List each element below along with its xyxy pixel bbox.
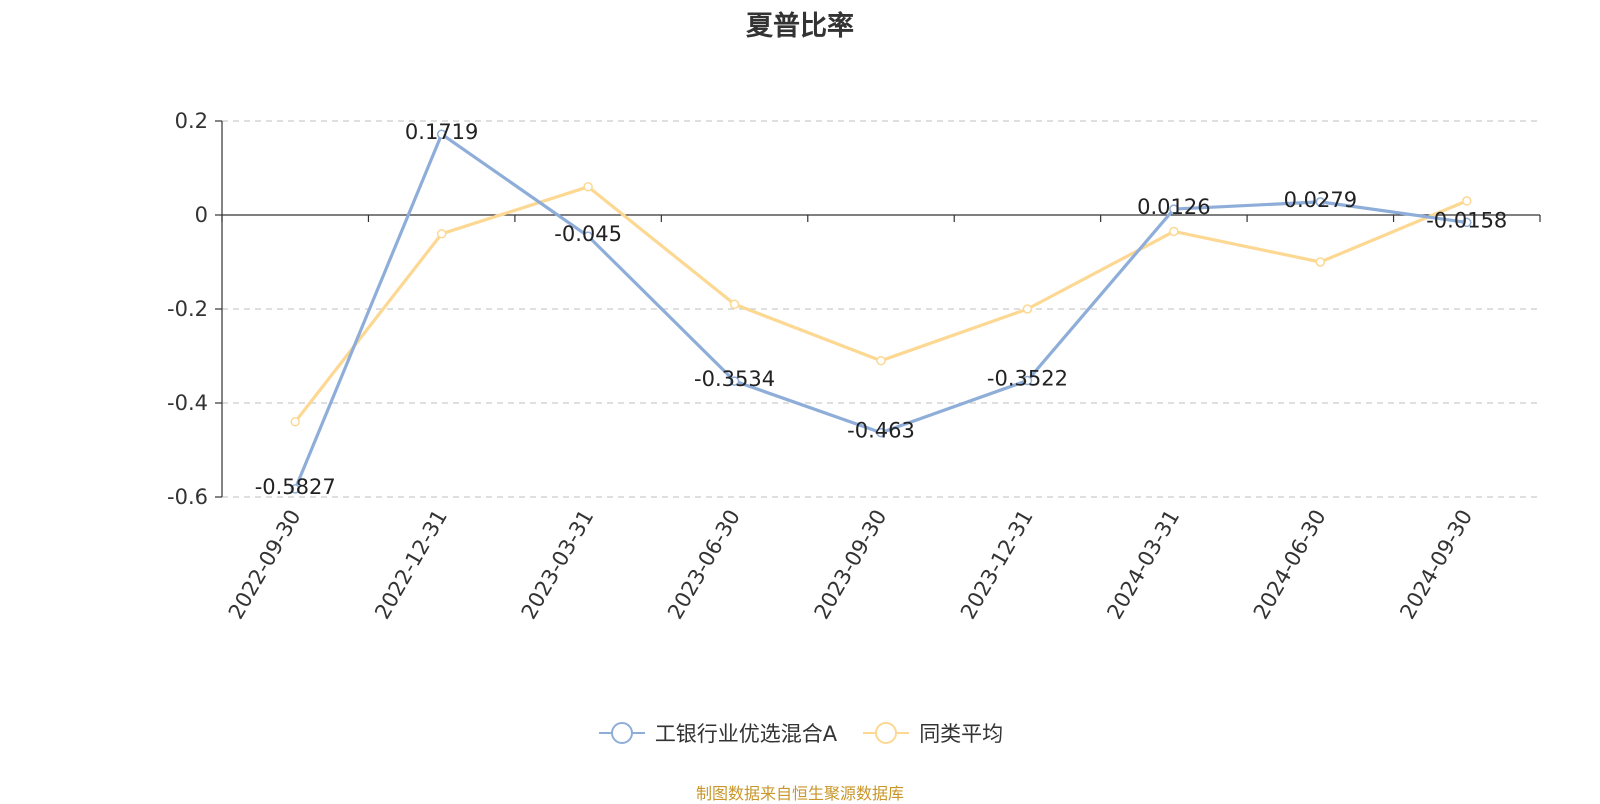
- data-label: -0.3534: [694, 367, 775, 391]
- legend-series-2-icon: [863, 722, 910, 744]
- series-1-point[interactable]: [729, 376, 740, 386]
- data-label: 0.0126: [1137, 195, 1210, 219]
- data-label-layer: -0.5827 0.1719 -0.045 -0.3534 -0.463 -0.3522 0…: [255, 120, 1508, 499]
- legend-item-series-1[interactable]: 工银行业优选混合A: [597, 718, 837, 748]
- x-tick-label: 2024-03-31: [1102, 506, 1184, 624]
- series-2-point[interactable]: [729, 299, 740, 310]
- series-1-point[interactable]: [1169, 204, 1179, 214]
- series-2-point[interactable]: [1169, 226, 1179, 237]
- x-tick-label: 2024-06-30: [1249, 506, 1331, 624]
- series-1-point[interactable]: [1315, 197, 1326, 207]
- x-tick-label: 2024-09-30: [1395, 506, 1477, 624]
- series-1-point[interactable]: [583, 231, 593, 241]
- legend-series-1-label: 工银行业优选混合A: [654, 722, 838, 746]
- series-2-point[interactable]: [1315, 257, 1326, 267]
- data-label: -0.463: [847, 419, 915, 443]
- series-2-point[interactable]: [290, 417, 300, 427]
- y-tick-label: 0: [195, 203, 208, 227]
- series-2-point[interactable]: [583, 182, 593, 192]
- data-label: -0.5827: [255, 475, 336, 499]
- x-tick-label: 2023-12-31: [956, 506, 1038, 624]
- series-2-line: [293, 185, 1468, 423]
- chart-title: 夏普比率: [746, 11, 854, 42]
- legend-item-series-2[interactable]: 同类平均: [861, 718, 1003, 748]
- data-label: 0.0279: [1284, 188, 1357, 212]
- x-tick-label: 2023-06-30: [663, 506, 745, 624]
- series-2-point[interactable]: [876, 355, 886, 366]
- series-2-point[interactable]: [436, 229, 447, 239]
- legend-series-1-icon: [598, 722, 645, 744]
- source-note: 制图数据来自恒生聚源数据库: [695, 784, 904, 803]
- legend: 工银行业优选混合A 同类平均: [0, 718, 1600, 748]
- x-tick-label: 2022-09-30: [224, 506, 306, 624]
- y-tick-label: -0.2: [167, 297, 208, 321]
- data-label: -0.3522: [987, 367, 1068, 391]
- series-1-point[interactable]: [290, 484, 300, 494]
- y-tick-label: 0.2: [175, 109, 208, 133]
- data-label: -0.0158: [1426, 208, 1507, 232]
- data-label: -0.045: [554, 222, 622, 246]
- series-1-point[interactable]: [1462, 217, 1472, 228]
- series-1-point[interactable]: [1022, 375, 1033, 386]
- axis-layer: 0.2 0 -0.2 -0.4 -0.6 2022-09-30 2022-12-31 2023…: [167, 109, 1541, 624]
- y-tick-label: -0.4: [167, 391, 208, 415]
- legend-series-2-label: 同类平均: [919, 722, 1004, 746]
- series-1-point[interactable]: [876, 427, 886, 438]
- y-tick-label: -0.6: [167, 485, 208, 509]
- series-1-point[interactable]: [436, 129, 447, 139]
- x-tick-label: 2023-03-31: [517, 506, 599, 624]
- series-2-point[interactable]: [1022, 304, 1033, 314]
- x-tick-label: 2023-09-30: [810, 506, 892, 624]
- series-layer: [290, 129, 1472, 494]
- series-2-point[interactable]: [1462, 196, 1472, 206]
- x-tick-label: 2022-12-31: [370, 505, 452, 623]
- data-label: 0.1719: [405, 120, 478, 144]
